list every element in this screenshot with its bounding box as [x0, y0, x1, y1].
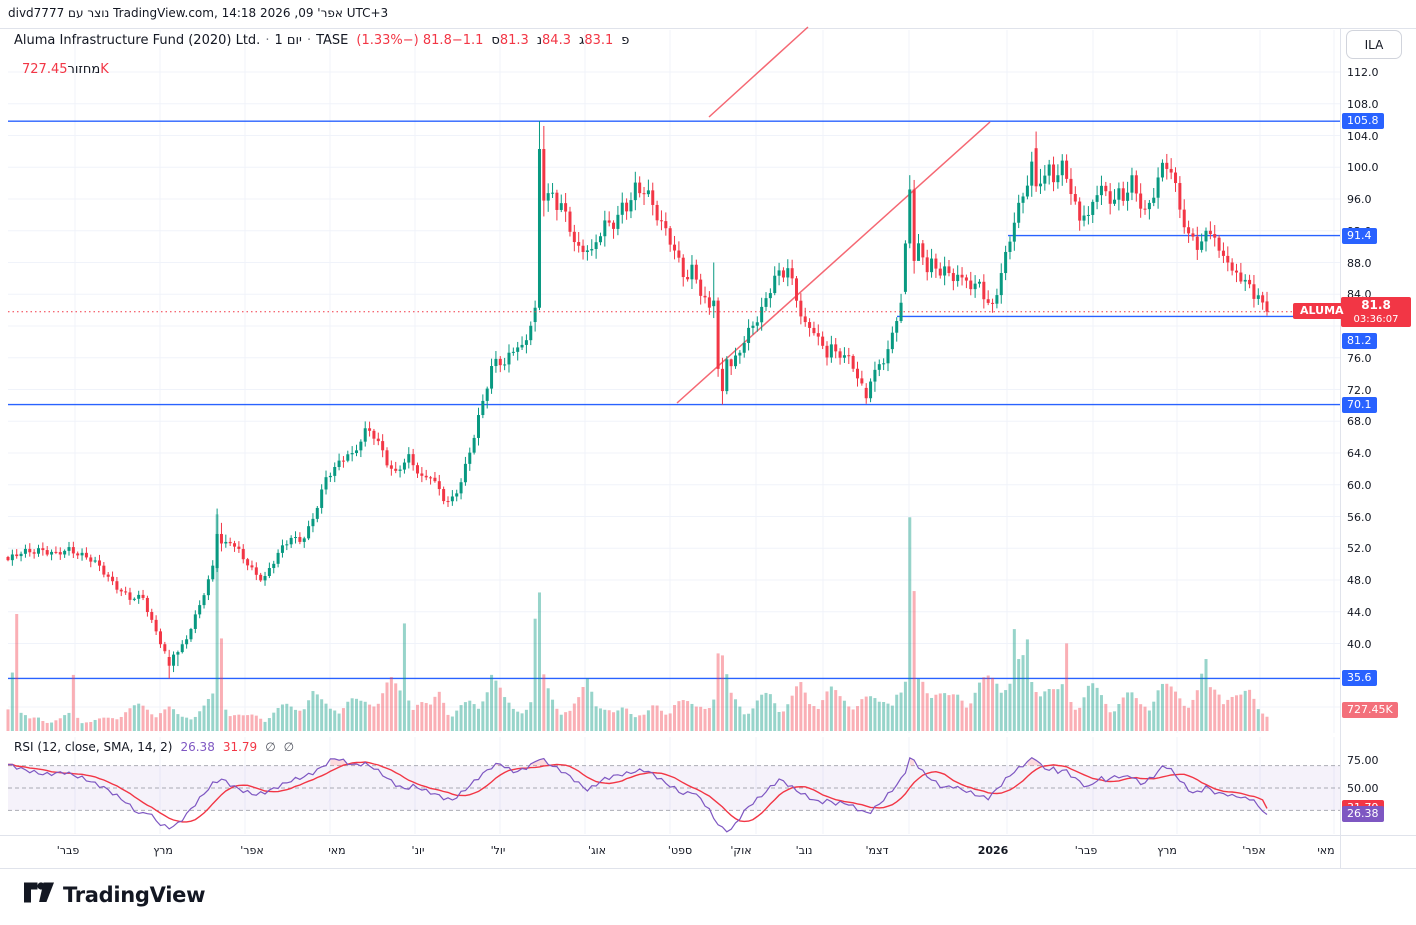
ohlc-value: 81.3	[499, 33, 529, 48]
top-separator	[0, 28, 1416, 29]
time-axis-label[interactable]: אפר'	[1242, 844, 1266, 857]
grid-layer	[8, 30, 1340, 834]
price-tick-label: 48.0	[1347, 574, 1372, 587]
price-tick-label: 68.0	[1347, 415, 1372, 429]
rsi-empty-value-2: ∅	[283, 740, 295, 754]
time-axis-label[interactable]: מרץ	[1157, 844, 1177, 857]
level-price-badge: 70.1	[1342, 396, 1377, 413]
time-axis-label[interactable]: ספט'	[667, 844, 693, 857]
price-tick-label: 60.0	[1347, 478, 1372, 492]
price-tick-label: 112.0	[1347, 66, 1379, 79]
price-scale[interactable]: 112.0108.0104.0100.096.092.088.084.076.0…	[1341, 28, 1416, 835]
change-value: −1.1 (−1.33%)	[356, 33, 484, 48]
ohlc-letter: ג	[578, 33, 585, 48]
tradingview-logo-text: TradingView	[63, 882, 206, 907]
symbol-ticker-badge[interactable]: ILA	[1346, 30, 1402, 59]
rsi-empty-value-1: ∅	[265, 740, 276, 754]
level-price-badge: 81.2	[1342, 333, 1377, 349]
time-axis-label[interactable]: אוק'	[730, 844, 752, 857]
price-tick-label: 40.0	[1347, 637, 1372, 651]
rsi-ma-value: 31.79	[222, 740, 258, 754]
legend-separator: ·	[265, 33, 270, 48]
level-price-badge: 91.4	[1342, 227, 1377, 244]
ohlc-letter: פ	[621, 33, 630, 48]
symbol-legend: Aluma Infrastructure Fund (2020) Ltd. · יו…	[14, 33, 629, 48]
bottom-separator	[0, 868, 1416, 869]
level-price-badge: 35.6	[1342, 670, 1377, 687]
rsi-overbought-fill	[8, 757, 1041, 766]
ohlc-value: 81.8	[422, 33, 452, 48]
rsi-title[interactable]: RSI	[14, 740, 34, 754]
symbol-title[interactable]: Aluma Infrastructure Fund (2020) Ltd.	[14, 33, 261, 48]
rsi-tick-label: 75.00	[1347, 754, 1379, 767]
time-axis-label[interactable]: דצמ'	[865, 844, 889, 857]
rsi-line	[8, 756, 1268, 833]
exchange-label: TASE	[316, 33, 349, 48]
price-tick-label: 64.0	[1347, 447, 1372, 460]
rsi-value-badge: 26.38	[1342, 806, 1384, 823]
volume-total-badge: 727.45K	[1342, 702, 1398, 718]
price-tick-label: 100.0	[1347, 161, 1379, 175]
time-axis-label[interactable]: אוג'	[588, 844, 606, 857]
ohlc-value: 84.3	[542, 33, 571, 48]
ohlc-values: פ 83.1ג 84.3נ 81.3ס 81.8	[423, 33, 630, 48]
current-price-value: 81.8	[1361, 298, 1391, 312]
ohlc-value: 83.1	[584, 33, 614, 48]
volume-bars	[6, 514, 1269, 731]
price-tick-label: 104.0	[1347, 129, 1379, 143]
time-axis[interactable]: פבר' מרץ אפר' מאי יונ' יול' אוג' ספט' אוק' נוב' דצ…	[0, 836, 1340, 868]
price-tick-label: 96.0	[1347, 193, 1372, 206]
volume-value: 727.45K	[22, 62, 109, 77]
rsi-tick-label: 50.00	[1347, 782, 1379, 795]
level-price-badge: 105.8	[1342, 113, 1384, 130]
time-axis-label[interactable]: מאי	[328, 844, 346, 857]
time-axis-label[interactable]: פבר'	[1074, 844, 1098, 857]
time-axis-separator	[0, 835, 1416, 836]
rsi-ma-line	[8, 761, 1268, 823]
legend-separator2: ·	[306, 33, 312, 48]
tradingview-logo-icon	[24, 879, 54, 910]
time-axis-label[interactable]: יול'	[490, 844, 506, 857]
price-tick-label: 56.0	[1347, 510, 1372, 524]
time-axis-label[interactable]: 2026	[977, 844, 1009, 857]
time-axis-label[interactable]: נוב'	[795, 844, 813, 857]
volume-legend: מחזור727.45K	[14, 62, 109, 77]
volume-label: מחזור	[67, 62, 101, 77]
interval-label[interactable]: יום 1	[274, 33, 302, 48]
chart-pane[interactable]	[0, 0, 1340, 836]
ohlc-letter: נ	[536, 33, 543, 48]
price-tick-label: 108.0	[1347, 97, 1379, 111]
trend-lines[interactable]	[676, 26, 991, 404]
horizontal-level-lines[interactable]	[8, 120, 1340, 680]
current-price-badge: 81.8 03:36:07	[1341, 297, 1411, 327]
price-tick-label: 88.0	[1347, 256, 1372, 270]
time-axis-label[interactable]: מאי	[1317, 844, 1335, 857]
price-tick-label: 76.0	[1347, 351, 1372, 365]
price-scale-separator	[1340, 28, 1341, 869]
rsi-legend: RSI (12, close, SMA, 14, 2) 26.38 31.79 ∅ ∅	[14, 740, 294, 754]
ohlc-letter: ס	[491, 33, 500, 48]
candlestick-series	[6, 121, 1269, 679]
rsi-band	[8, 765, 1340, 811]
tradingview-logo[interactable]: TradingView	[24, 879, 205, 910]
time-axis-label[interactable]: יונ'	[411, 844, 425, 857]
price-tick-label: 72.0	[1347, 383, 1372, 397]
price-tick-label: 52.0	[1347, 542, 1372, 556]
time-axis-label[interactable]: אפר'	[240, 844, 264, 857]
time-axis-label[interactable]: מרץ	[153, 844, 173, 857]
watermark-attribution: divd7777 נוצר עם TradingView.com, אפר' 0…	[8, 6, 389, 20]
rsi-params: (12, close, SMA, 14, 2)	[37, 740, 173, 754]
price-tick-label: 44.0	[1347, 605, 1372, 619]
session-countdown: 03:36:07	[1353, 314, 1399, 325]
time-axis-label[interactable]: פבר'	[56, 844, 80, 857]
price-line-symbol-tag: ALUMA	[1293, 303, 1351, 319]
rsi-value: 26.38	[180, 740, 215, 754]
